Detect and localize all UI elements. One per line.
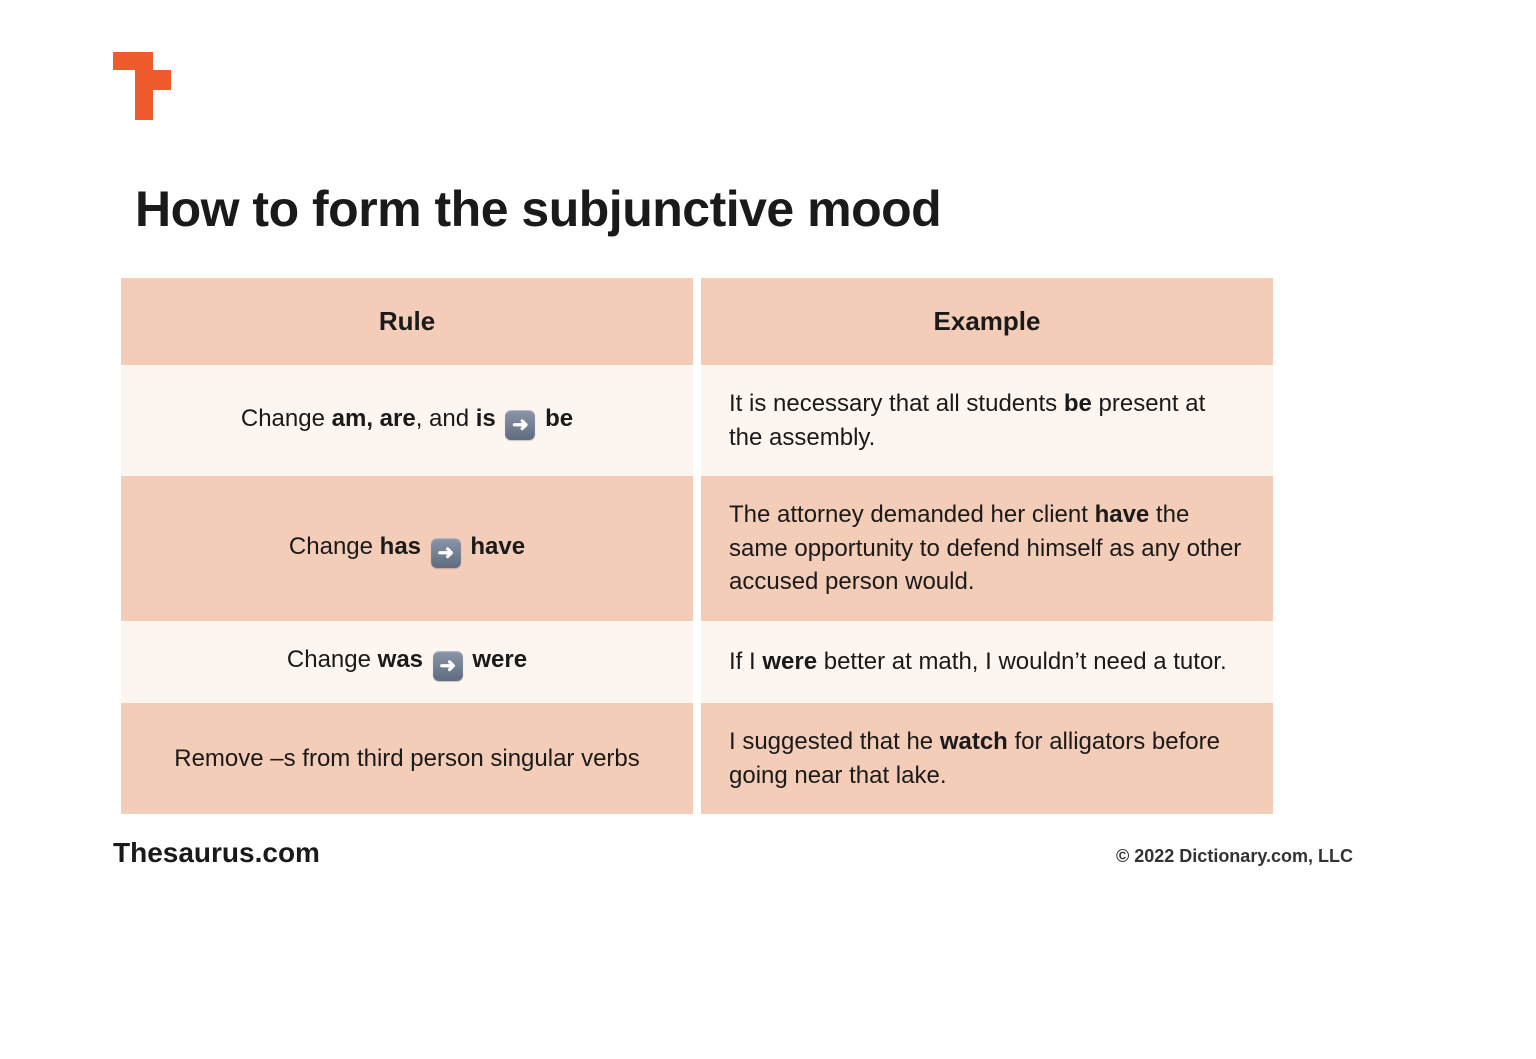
rule-cell: Change has ➜ have	[121, 476, 693, 621]
example-cell: It is necessary that all students be pre…	[701, 365, 1273, 476]
column-header-rule: Rule	[121, 278, 693, 365]
column-header-example: Example	[701, 278, 1273, 365]
rule-cell: Remove –s from third person singular ver…	[121, 703, 693, 814]
page-title: How to form the subjunctive mood	[135, 180, 1423, 238]
copyright-label: © 2022 Dictionary.com, LLC	[1116, 846, 1353, 867]
table-row: Change has ➜ haveThe attorney demanded h…	[121, 476, 1273, 621]
rule-cell: Change am, are, and is ➜ be	[121, 365, 693, 476]
example-cell: I suggested that he watch for alligators…	[701, 703, 1273, 814]
brand-label: Thesaurus.com	[113, 837, 320, 869]
table-row: Change am, are, and is ➜ beIt is necessa…	[121, 365, 1273, 476]
subjunctive-table: Rule Example Change am, are, and is ➜ be…	[113, 278, 1281, 814]
footer: Thesaurus.com © 2022 Dictionary.com, LLC	[113, 837, 1423, 869]
rule-cell: Change was ➜ were	[121, 621, 693, 703]
arrow-icon: ➜	[433, 651, 463, 681]
table-header-row: Rule Example	[121, 278, 1273, 365]
table-row: Change was ➜ wereIf I were better at mat…	[121, 621, 1273, 703]
arrow-icon: ➜	[431, 538, 461, 568]
example-cell: If I were better at math, I wouldn’t nee…	[701, 621, 1273, 703]
arrow-icon: ➜	[505, 410, 535, 440]
page-container: How to form the subjunctive mood Rule Ex…	[113, 0, 1423, 1059]
thesaurus-logo-icon	[113, 52, 173, 120]
example-cell: The attorney demanded her client have th…	[701, 476, 1273, 621]
table-row: Remove –s from third person singular ver…	[121, 703, 1273, 814]
